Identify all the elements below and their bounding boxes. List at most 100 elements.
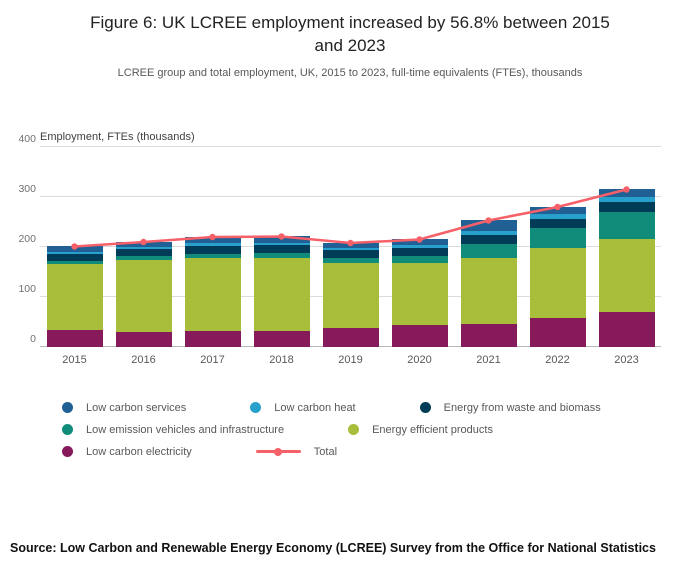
bar-segment[interactable]	[598, 189, 655, 197]
x-tick-label-2018: 2018	[269, 353, 294, 366]
y-tick-label-100: 100	[18, 282, 36, 295]
bar-segment[interactable]	[598, 238, 655, 312]
x-tick-label-2017: 2017	[200, 353, 225, 366]
bar-segment[interactable]	[253, 257, 310, 331]
bar-segment[interactable]	[115, 259, 172, 332]
x-tick-label-2015: 2015	[62, 353, 87, 366]
chart-title: Figure 6: UK LCREE employment increased …	[90, 13, 610, 55]
stacked-bar-2021	[460, 220, 517, 347]
y-tick-label-0: 0	[30, 332, 36, 345]
bar-segment[interactable]	[184, 245, 241, 254]
bar-segment[interactable]	[322, 257, 379, 263]
bar-segment[interactable]	[322, 327, 379, 347]
bar-segment[interactable]	[46, 330, 103, 347]
legend: Low carbon services Low carbon heat Energy…	[62, 402, 700, 458]
chart: Employment, FTEs (thousands) 0 100 200 300 4…	[0, 131, 700, 366]
bar-segment[interactable]	[598, 311, 655, 347]
legend-item-low-carbon-services[interactable]: Low carbon services	[62, 402, 186, 414]
legend-item-low-emission-vehicles-and-infrastructure[interactable]: Low emission vehicles and infrastructure	[62, 424, 284, 436]
bar-group-2020	[385, 239, 454, 347]
bar-segment[interactable]	[46, 263, 103, 331]
bar-segment[interactable]	[253, 253, 310, 258]
bar-segment[interactable]	[529, 206, 586, 214]
legend-label: Energy efficient products	[372, 423, 493, 436]
legend-label: Total	[313, 445, 338, 458]
bar-segment[interactable]	[46, 253, 103, 261]
bar-segment[interactable]	[460, 235, 517, 244]
bar-segment[interactable]	[598, 202, 655, 213]
bar-group-2016	[109, 241, 178, 347]
bar-group-2022	[523, 206, 592, 347]
bar-segment[interactable]	[184, 330, 241, 347]
legend-label: Low carbon electricity	[86, 445, 192, 458]
source-note: Source: Low Carbon and Renewable Energy …	[10, 541, 656, 556]
bar-segment[interactable]	[391, 248, 448, 257]
bar-group-2021	[454, 220, 523, 347]
bar-segment[interactable]	[460, 257, 517, 324]
legend-label: Low carbon services	[86, 401, 187, 414]
legend-row: Low emission vehicles and infrastructure…	[62, 424, 700, 436]
bar-segment[interactable]	[115, 246, 172, 249]
bar-segment[interactable]	[253, 245, 310, 254]
bar-segment[interactable]	[184, 257, 241, 331]
legend-row: Low carbon electricity Total	[62, 446, 700, 458]
legend-label: Low emission vehicles and infrastructure	[86, 423, 285, 436]
bar-segment[interactable]	[529, 227, 586, 248]
y-tick-label-200: 200	[18, 232, 36, 245]
y-axis-ticks: 0 100 200 300 400	[12, 133, 40, 347]
bar-group-2017	[178, 236, 247, 347]
legend-label: Low carbon heat	[274, 401, 356, 414]
plot-row: 0 100 200 300 400	[12, 133, 700, 347]
bar-segment[interactable]	[391, 263, 448, 326]
stacked-bar-2018	[253, 236, 310, 347]
x-tick-label-2019: 2019	[338, 353, 363, 366]
bar-segment[interactable]	[115, 248, 172, 257]
x-axis-labels: 2015 2016 2017 2018 2019 2020 2021 2022 2023	[40, 354, 661, 366]
legend-swatch-icon	[62, 424, 73, 436]
bar-group-2023	[592, 189, 661, 347]
bar-segment[interactable]	[46, 251, 103, 254]
bar-segment[interactable]	[184, 253, 241, 258]
y-tick-label-300: 300	[18, 182, 36, 195]
bar-segment[interactable]	[322, 262, 379, 328]
bars-container	[40, 147, 661, 347]
stacked-bar-2015	[46, 246, 103, 347]
bar-segment[interactable]	[115, 331, 172, 347]
chart-subtitle: LCREE group and total employment, UK, 20…	[117, 66, 583, 79]
bar-segment[interactable]	[529, 318, 586, 347]
legend-item-low-carbon-heat[interactable]: Low carbon heat	[250, 401, 356, 414]
bar-segment[interactable]	[598, 212, 655, 239]
bar-segment[interactable]	[322, 250, 379, 258]
bar-segment[interactable]	[391, 256, 448, 264]
bar-group-2019	[316, 242, 385, 347]
bar-segment[interactable]	[46, 260, 103, 264]
legend-item-total[interactable]: Total	[255, 445, 338, 458]
bar-segment[interactable]	[460, 323, 517, 347]
bar-segment[interactable]	[529, 218, 586, 228]
bar-segment[interactable]	[391, 325, 448, 347]
bar-segment[interactable]	[115, 256, 172, 260]
bar-segment[interactable]	[529, 247, 586, 319]
bar-group-2015	[40, 246, 109, 347]
bar-segment[interactable]	[322, 247, 379, 251]
plot-area	[40, 145, 661, 347]
stacked-bar-2017	[184, 236, 241, 347]
x-tick-label-2016: 2016	[131, 353, 156, 366]
legend-item-low-carbon-electricity[interactable]: Low carbon electricity	[62, 446, 192, 458]
x-tick-label-2023: 2023	[614, 353, 639, 366]
bar-segment[interactable]	[253, 330, 310, 347]
stacked-bar-2016	[115, 241, 172, 347]
bar-segment[interactable]	[460, 220, 517, 231]
x-tick-label-2020: 2020	[407, 353, 432, 366]
x-tick-label-2021: 2021	[476, 353, 501, 366]
legend-item-energy-efficient-products[interactable]: Energy efficient products	[348, 424, 493, 436]
legend-swatch-icon	[250, 402, 262, 414]
bar-segment[interactable]	[460, 243, 517, 258]
stacked-bar-2023	[598, 189, 655, 347]
legend-swatch-icon	[62, 446, 73, 458]
legend-item-energy-from-waste-and-biomass[interactable]: Energy from waste and biomass	[419, 402, 601, 414]
stacked-bar-2022	[529, 206, 586, 347]
gridline-400	[40, 145, 661, 147]
legend-line-marker	[255, 446, 301, 457]
